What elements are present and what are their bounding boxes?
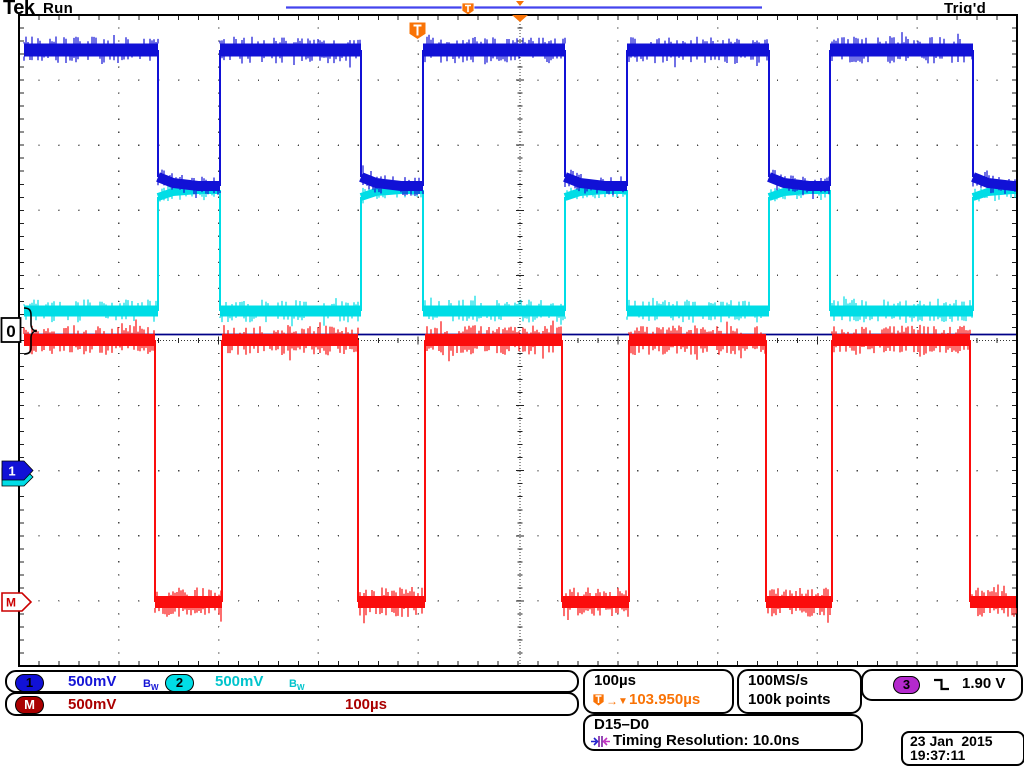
datetime-readout: 23 Jan 2015 19:37:11 <box>901 731 1024 766</box>
svg-text:1: 1 <box>8 464 15 479</box>
horizontal-delay: 103.950µs <box>629 691 701 708</box>
trigger-delay-icon <box>592 693 605 711</box>
tek-logo: Tek <box>3 0 35 19</box>
delay-marker-icon: ▼ <box>618 696 628 707</box>
math-timebase: 100µs <box>345 696 388 713</box>
trigger-readout[interactable]: 3 1.90 V <box>861 669 1023 701</box>
digital-group-brace <box>23 307 38 355</box>
ch1-trace <box>23 32 1016 199</box>
math-badge: M <box>15 696 44 714</box>
svg-text:M: M <box>6 596 16 610</box>
date-label: 23 Jan 2015 <box>910 733 993 749</box>
ch2-scale: 500mV <box>215 673 264 690</box>
math-ground-marker[interactable]: M <box>1 592 33 612</box>
ch1-badge: 1 <box>15 673 44 692</box>
math-channel-readout[interactable]: M 500mV 100µs <box>5 692 579 716</box>
sample-rate: 100MS/s <box>748 672 809 689</box>
svg-text:0: 0 <box>6 322 15 341</box>
acquisition-status: Run <box>43 0 74 17</box>
trigger-position-flag-record[interactable] <box>461 2 475 16</box>
acquisition-readout[interactable]: 100MS/s 100k points <box>737 669 862 714</box>
timing-resolution: Timing Resolution: 10.0ns <box>613 732 800 749</box>
ch1-bandwidth-icon: BW <box>143 678 159 693</box>
trigger-level: 1.90 V <box>962 675 1006 692</box>
d0-channel-marker[interactable]: 0 <box>0 307 38 355</box>
trigger-source-badge: 3 <box>893 676 920 694</box>
ch2-badge: 2 <box>165 673 194 692</box>
digital-bus-readout[interactable]: D15–D0 Timing Resolution: 10.0ns <box>583 714 863 751</box>
math-trace <box>23 319 1017 624</box>
ch2-bandwidth-icon: BW <box>289 678 305 693</box>
horizontal-scale: 100µs <box>594 672 637 689</box>
time-label: 19:37:11 <box>910 747 966 763</box>
digital-bus-label: D15–D0 <box>594 716 650 733</box>
record-length: 100k points <box>748 691 831 708</box>
ch1-ground-marker[interactable]: 1 <box>1 460 34 481</box>
expansion-point-marker-record <box>516 1 524 6</box>
delay-arrow-icon: → <box>606 694 618 708</box>
falling-edge-icon <box>933 677 950 696</box>
expansion-point-marker <box>512 15 528 22</box>
trigger-position-flag[interactable] <box>408 21 427 41</box>
timing-resolution-icon <box>591 735 610 752</box>
math-scale: 500mV <box>68 696 117 713</box>
trigger-status: Trig'd <box>944 0 987 17</box>
ch1-scale: 500mV <box>68 673 117 690</box>
horizontal-readout[interactable]: 100µs → ▼ 103.950µs <box>583 669 734 714</box>
ch2-trace <box>23 182 1016 327</box>
analog-channels-readout[interactable]: 1 500mV BW 2 500mV BW <box>5 670 579 693</box>
